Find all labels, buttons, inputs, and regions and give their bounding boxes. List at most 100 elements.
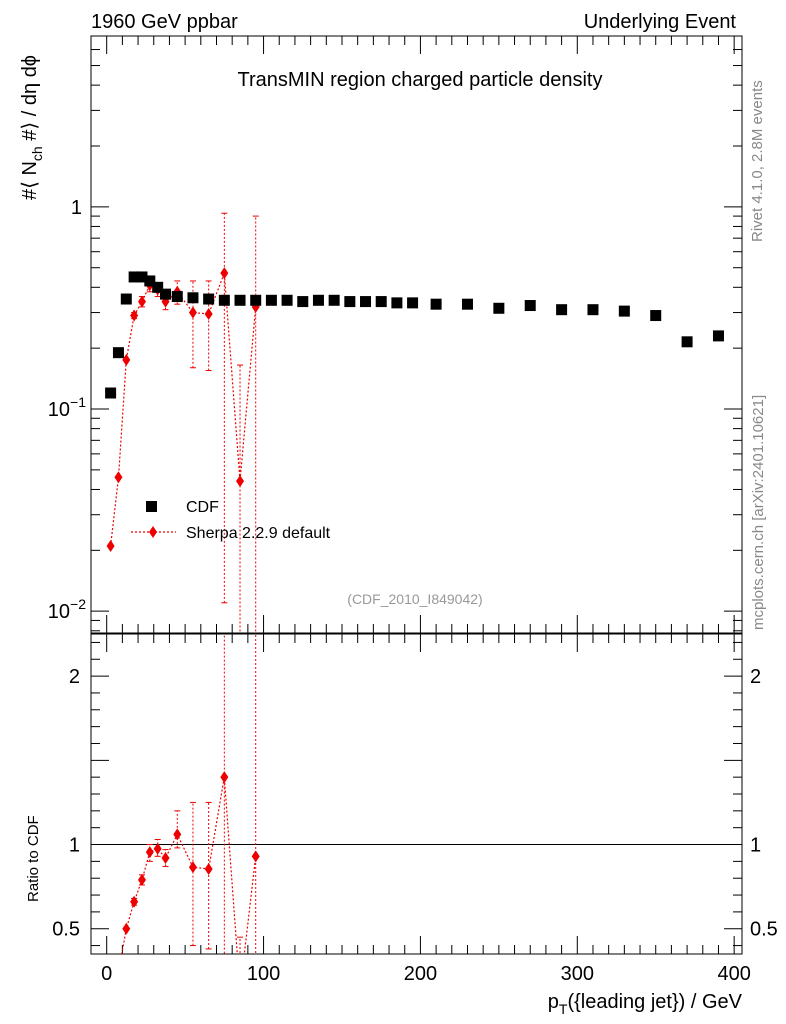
cdf-point [160, 288, 172, 300]
cdf-point [187, 292, 199, 304]
cdf-point [171, 291, 183, 303]
cdf-point [524, 300, 536, 312]
ratio-y-tick-label-left: 2 [69, 666, 80, 688]
cdf-point [312, 294, 324, 306]
x-tick-label: 0 [101, 963, 112, 985]
x-label-a: p [548, 991, 559, 1013]
mcplots-label: mcplots.cern.ch [arXiv:2401.10621] [750, 395, 767, 630]
sherpa-point [188, 306, 197, 319]
cdf-series-main [105, 271, 724, 399]
x-label-sub: T [559, 1001, 568, 1017]
sherpa-point [220, 267, 229, 280]
sherpa-point [236, 985, 244, 997]
sherpa-series-ratio [114, 634, 260, 997]
y-label-b: #⟩ / dη dϕ [19, 55, 41, 146]
x-tick-label: 200 [404, 963, 437, 985]
cdf-point [265, 294, 277, 306]
ratio-y-tick-label-right: 2 [750, 666, 761, 688]
sherpa-point [220, 771, 229, 784]
ratio-x-ticks: 0 100 200 300 400 [101, 634, 751, 985]
sherpa-point [137, 295, 146, 308]
x-tick-label: 300 [561, 963, 594, 985]
y-tick-exponent: −1 [70, 394, 86, 410]
x-label-b: ({leading jet}) / GeV [567, 991, 742, 1013]
sherpa-point [161, 852, 170, 864]
sherpa-point [130, 895, 139, 908]
x-axis-label: pT({leading jet}) / GeV [548, 991, 743, 1017]
sherpa-point [204, 862, 213, 875]
sherpa-point [122, 353, 131, 366]
cdf-point [218, 294, 230, 306]
main-y-ticks: 10−210−11 [48, 35, 742, 632]
cdf-point [712, 330, 724, 342]
x-tick-label: 400 [717, 963, 750, 985]
cdf-point [281, 294, 293, 306]
main-panel-frame [90, 35, 743, 634]
header-left: 1960 GeV ppbar [91, 11, 238, 33]
sherpa-point [251, 850, 260, 863]
cdf-point [461, 298, 473, 310]
header-right: Underlying Event [584, 11, 737, 33]
cdf-point [375, 296, 387, 308]
y-tick-base: 10 [48, 601, 70, 623]
cdf-point [556, 304, 568, 316]
cdf-point [136, 271, 148, 283]
rivet-version-label: Rivet 4.1.0, 2.8M events [749, 80, 766, 242]
cdf-point [391, 297, 403, 309]
legend-marker-cdf [146, 501, 157, 512]
ratio-y-tick-label-right: 0.5 [750, 919, 778, 941]
sherpa-point [236, 475, 245, 488]
sherpa-point [204, 308, 213, 321]
cdf-point [587, 304, 599, 316]
y-tick-exponent: −2 [70, 596, 86, 612]
sherpa-point [173, 828, 182, 841]
y-label-sub: ch [29, 146, 45, 161]
sherpa-connecting-line [121, 777, 257, 954]
cdf-point [430, 298, 442, 310]
y-tick-label: 10−2 [48, 596, 86, 623]
cdf-point [360, 296, 372, 308]
ratio-y-ticks: 0.5 0.5 1 1 2 2 [52, 641, 778, 947]
main-y-axis-label: #⟨ Nch #⟩ / dη dϕ [19, 55, 45, 200]
sherpa-point [188, 861, 197, 874]
sherpa-point [153, 842, 162, 855]
cdf-point [618, 305, 630, 317]
cdf-point [493, 302, 505, 314]
cdf-point [250, 294, 262, 306]
cdf-point [328, 294, 340, 306]
x-tick-label: 100 [247, 963, 280, 985]
y-tick-base: 10 [48, 399, 70, 421]
sherpa-point [122, 922, 131, 935]
cdf-point [152, 281, 164, 293]
cdf-point [234, 294, 246, 306]
ratio-y-tick-label-left: 1 [69, 835, 80, 857]
cdf-point [105, 387, 117, 399]
cdf-point [203, 293, 215, 305]
ratio-y-axis-label: Ratio to CDF [25, 815, 42, 902]
ratio-y-tick-label-right: 1 [750, 835, 761, 857]
ratio-y-tick-label-left: 0.5 [52, 919, 80, 941]
ratio-panel-frame [90, 633, 743, 955]
cdf-point [407, 297, 419, 309]
sherpa-point [114, 967, 122, 979]
main-x-ticks [106, 36, 735, 633]
legend: CDF Sherpa 2.2.9 default [131, 499, 331, 542]
legend-label-cdf: CDF [186, 499, 219, 516]
analysis-watermark: (CDF_2010_I849042) [347, 591, 482, 607]
cdf-point [650, 310, 662, 322]
cdf-point [128, 271, 140, 283]
cdf-point [112, 347, 124, 359]
cdf-point [681, 336, 693, 348]
sherpa-point [106, 540, 115, 553]
cdf-point [144, 275, 156, 287]
sherpa-point [145, 846, 154, 859]
cdf-point [120, 293, 132, 305]
legend-label-sherpa: Sherpa 2.2.9 default [186, 525, 331, 542]
y-label-a: #⟨ N [19, 161, 41, 200]
y-tick-label: 1 [71, 197, 82, 219]
sherpa-point [130, 309, 139, 322]
main-panel: 10−210−11 TransMIN region charged partic… [19, 35, 743, 634]
main-plot-title: TransMIN region charged particle density [238, 69, 603, 91]
y-tick-label: 10−1 [48, 394, 86, 421]
